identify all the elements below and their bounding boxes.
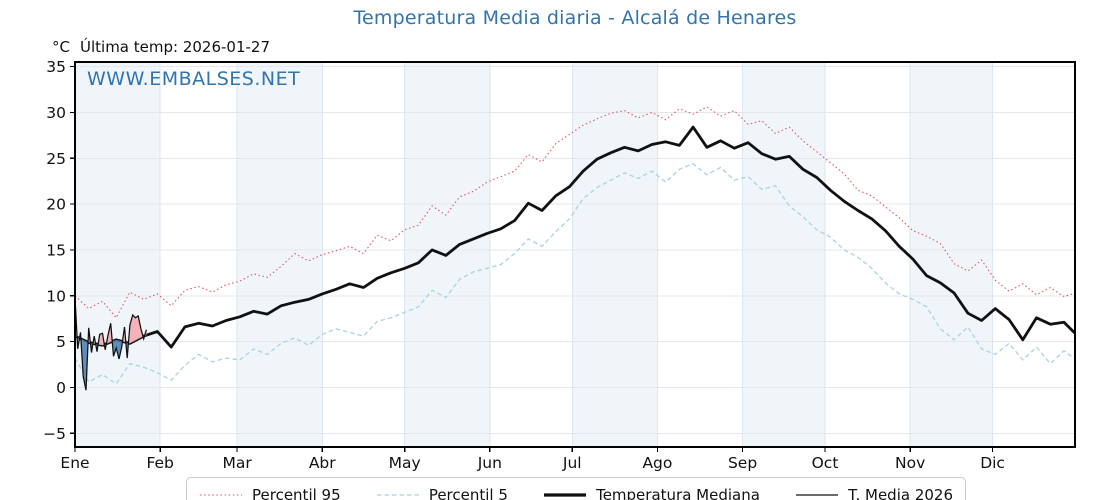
y-axis-ticks xyxy=(70,65,75,434)
y-tick-label: 35 xyxy=(46,58,66,76)
y-tick-label: 0 xyxy=(56,379,66,397)
legend-label-t-media-2026: T. Media 2026 xyxy=(848,486,953,500)
x-tick-label-mar: Mar xyxy=(222,454,252,472)
month-band xyxy=(910,62,993,447)
x-tick-labels: Ene Feb Mar Abr May Jun Jul Ago Sep Oct Nov Dic xyxy=(60,454,1005,472)
x-tick-label-jul: Jul xyxy=(562,454,582,472)
month-band xyxy=(572,62,658,447)
y-tick-label: −5 xyxy=(43,425,66,443)
month-bands xyxy=(75,62,993,447)
t-media-2026-line xyxy=(74,297,147,391)
temperatura-mediana-line-sample xyxy=(543,489,587,500)
month-band xyxy=(742,62,825,447)
legend-label-percentil-5: Percentil 5 xyxy=(428,486,508,500)
watermark: WWW.EMBALSES.NET xyxy=(87,68,301,90)
legend-item-t-media-2026: T. Media 2026 xyxy=(795,486,953,500)
page-title: Temperatura Media diaria - Alcalá de Hen… xyxy=(353,7,797,29)
y-tick-label: 20 xyxy=(46,196,66,214)
x-axis-ticks xyxy=(74,447,994,452)
x-tick-label-abr: Abr xyxy=(309,454,336,472)
x-tick-label-dic: Dic xyxy=(980,454,1005,472)
y-tick-label: 5 xyxy=(56,333,66,351)
plot-border xyxy=(74,61,1076,448)
x-tick-label-oct: Oct xyxy=(812,454,839,472)
x-tick-label-feb: Feb xyxy=(146,454,173,472)
x-tick-label-ago: Ago xyxy=(642,454,672,472)
x-tick-label-ene: Ene xyxy=(60,454,89,472)
month-band xyxy=(237,62,323,447)
y-tick-labels: 35 30 25 20 15 10 5 0 −5 xyxy=(43,58,66,443)
y-tick-label: 25 xyxy=(46,150,66,168)
legend-label-temperatura-mediana: Temperatura Mediana xyxy=(596,486,760,500)
legend-item-percentil-95: Percentil 95 xyxy=(199,486,341,500)
last-temp-label: Última temp: 2026-01-27 xyxy=(80,38,271,56)
x-tick-label-may: May xyxy=(389,454,421,472)
percentil-5-line-sample xyxy=(376,489,420,500)
y-tick-label: 15 xyxy=(46,241,66,259)
temperatura-mediana-line xyxy=(74,125,1076,349)
percentil-5-line xyxy=(74,163,1076,385)
percentil-95-line xyxy=(74,106,1076,319)
y-unit-label: °C xyxy=(52,38,70,56)
legend-item-percentil-5: Percentil 5 xyxy=(376,486,508,500)
grid-lines xyxy=(75,62,1075,447)
x-tick-label-jun: Jun xyxy=(477,454,502,472)
y-tick-label: 10 xyxy=(46,287,66,305)
legend-item-temperatura-mediana: Temperatura Mediana xyxy=(543,486,760,500)
x-tick-label-nov: Nov xyxy=(895,454,925,472)
percentil-95-line-sample xyxy=(199,489,243,500)
x-tick-label-sep: Sep xyxy=(728,454,757,472)
month-band xyxy=(75,62,161,447)
t-media-2026-line-sample xyxy=(795,489,839,500)
y-tick-label: 30 xyxy=(46,104,66,122)
legend-label-percentil-95: Percentil 95 xyxy=(252,486,341,500)
legend: Percentil 95 Percentil 5 Temperatura Med… xyxy=(186,477,966,500)
